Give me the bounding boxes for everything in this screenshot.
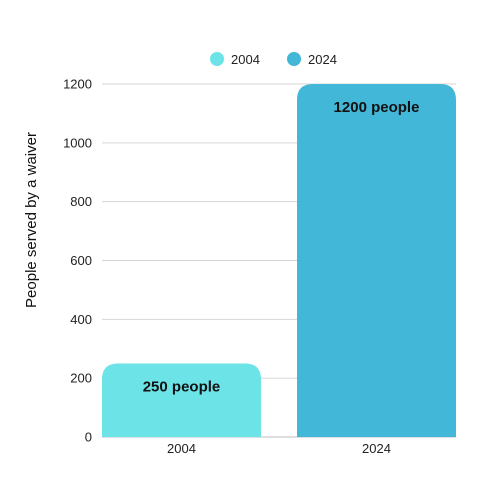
legend-swatch <box>287 52 301 66</box>
y-tick-label: 400 <box>70 312 92 327</box>
y-tick-label: 1200 <box>63 77 92 92</box>
y-tick-label: 200 <box>70 371 92 386</box>
y-tick-label: 0 <box>85 430 92 445</box>
x-axis-ticks: 2004 2024 <box>167 441 391 456</box>
legend: 2004 2024 <box>210 52 337 67</box>
bars <box>102 84 456 437</box>
y-tick-label: 1000 <box>63 135 92 150</box>
y-axis-title: People served by a waiver <box>23 132 40 308</box>
legend-swatch <box>210 52 224 66</box>
bar-2024 <box>297 84 456 437</box>
data-label: 250 people <box>143 378 221 395</box>
x-tick-label: 2004 <box>167 441 196 456</box>
data-labels: 250 people 1200 people <box>143 99 420 395</box>
bar-2004 <box>102 363 261 437</box>
y-tick-label: 800 <box>70 194 92 209</box>
y-axis-ticks: 0 200 400 600 800 1000 1200 <box>63 77 92 445</box>
x-tick-label: 2024 <box>362 441 391 456</box>
legend-item: 2004 <box>210 52 260 67</box>
y-tick-label: 600 <box>70 253 92 268</box>
legend-item: 2024 <box>287 52 337 67</box>
legend-label: 2024 <box>308 52 337 67</box>
data-label: 1200 people <box>334 99 420 116</box>
legend-label: 2004 <box>231 52 260 67</box>
